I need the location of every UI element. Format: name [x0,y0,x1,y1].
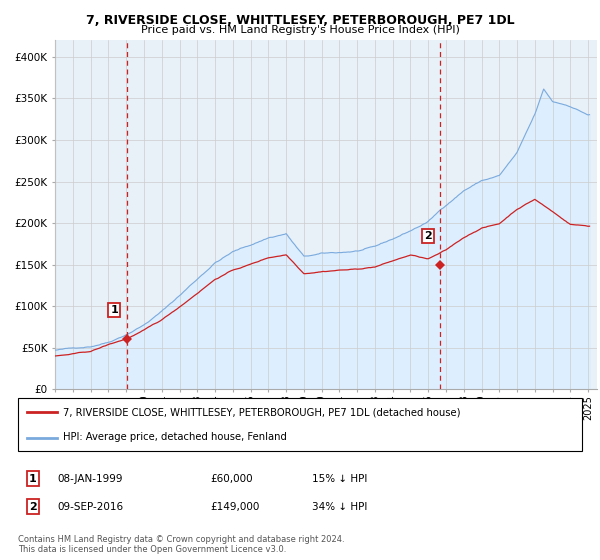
Text: 7, RIVERSIDE CLOSE, WHITTLESEY, PETERBOROUGH, PE7 1DL: 7, RIVERSIDE CLOSE, WHITTLESEY, PETERBOR… [86,14,514,27]
Text: 09-SEP-2016: 09-SEP-2016 [57,502,123,512]
Text: 1: 1 [110,305,118,315]
Text: HPI: Average price, detached house, Fenland: HPI: Average price, detached house, Fenl… [63,432,287,442]
Text: 2: 2 [29,502,37,512]
Text: Contains HM Land Registry data © Crown copyright and database right 2024.
This d: Contains HM Land Registry data © Crown c… [18,535,344,554]
Text: 2: 2 [424,231,432,241]
Text: 7, RIVERSIDE CLOSE, WHITTLESEY, PETERBOROUGH, PE7 1DL (detached house): 7, RIVERSIDE CLOSE, WHITTLESEY, PETERBOR… [63,408,461,418]
Text: 15% ↓ HPI: 15% ↓ HPI [312,474,367,484]
Text: 1: 1 [29,474,37,484]
Text: Price paid vs. HM Land Registry's House Price Index (HPI): Price paid vs. HM Land Registry's House … [140,25,460,35]
Text: £149,000: £149,000 [210,502,259,512]
Text: 08-JAN-1999: 08-JAN-1999 [57,474,122,484]
Text: £60,000: £60,000 [210,474,253,484]
Text: 34% ↓ HPI: 34% ↓ HPI [312,502,367,512]
